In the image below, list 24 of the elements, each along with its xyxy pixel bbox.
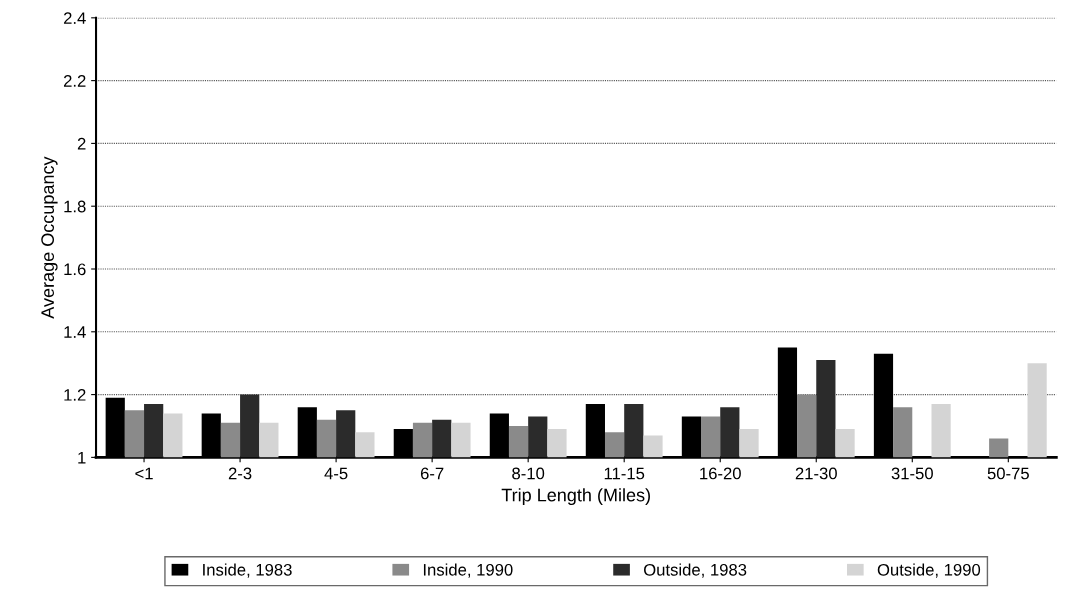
y-tick-label: 1 <box>78 451 86 464</box>
x-tick-label: 6-7 <box>420 467 444 480</box>
legend-label: Inside, 1983 <box>203 563 292 578</box>
y-tick-label: 2.4 <box>63 12 86 24</box>
x-tick-label: 21-30 <box>795 467 837 480</box>
y-axis-title: Average Occupancy <box>41 156 58 319</box>
legend-label: Outside, 1990 <box>877 563 981 578</box>
y-tick-label: 2 <box>77 137 86 150</box>
y-tick-label: 1.8 <box>64 200 86 213</box>
y-tick-label: 2.2 <box>63 75 86 87</box>
legend-label: Inside, 1990 <box>423 563 513 578</box>
x-tick-label: 16-20 <box>700 467 741 480</box>
x-tick-label: 2-3 <box>228 467 252 480</box>
x-tick-label: 50-75 <box>987 467 1029 480</box>
x-tick-label: 8-10 <box>512 467 545 480</box>
y-tick-label: 1.6 <box>64 263 86 276</box>
x-axis-title: Trip Length (Miles) <box>501 488 650 506</box>
x-tick-label: 4-5 <box>324 467 348 480</box>
y-tick-label: 1.2 <box>64 388 86 401</box>
x-tick-label: 11-15 <box>604 467 645 480</box>
y-tick-label: 1.4 <box>64 326 86 338</box>
legend-label: Outside, 1983 <box>644 563 747 578</box>
x-tick-label: <1 <box>135 467 153 480</box>
x-tick-label: 31-50 <box>891 467 933 480</box>
